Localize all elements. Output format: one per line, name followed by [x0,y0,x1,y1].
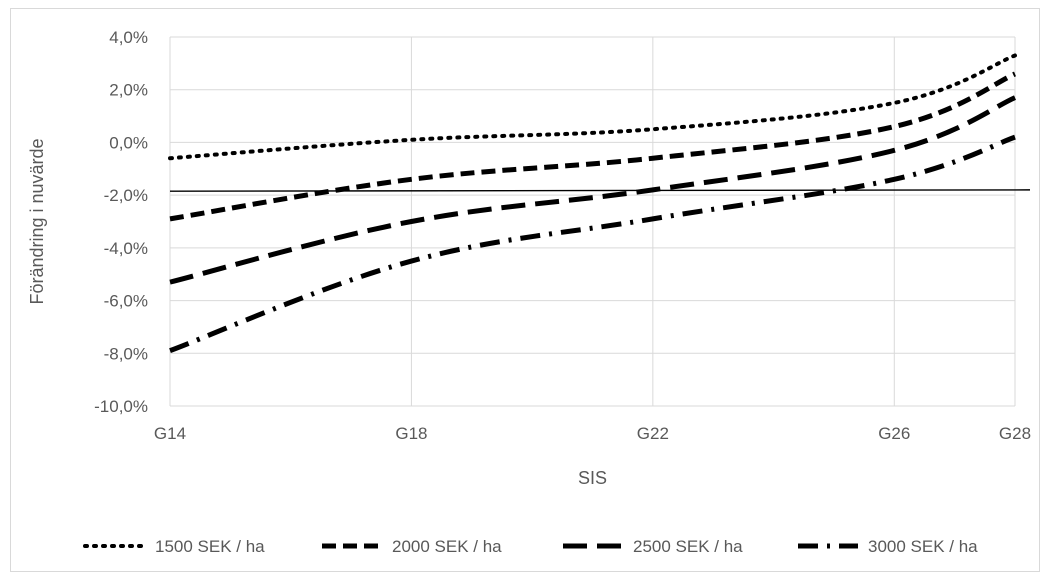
legend-label: 2000 SEK / ha [392,537,502,556]
x-tick-label: G26 [878,424,910,443]
legend-label: 2500 SEK / ha [633,537,743,556]
y-axis-title: Förändring i nuvärde [27,138,47,304]
x-tick-label: G28 [999,424,1031,443]
y-tick-label: 4,0% [109,28,148,47]
x-tick-label: G22 [637,424,669,443]
legend-label: 3000 SEK / ha [868,537,978,556]
y-tick-label: 2,0% [109,81,148,100]
x-tick-label: G14 [154,424,186,443]
y-tick-label: 0,0% [109,133,148,152]
y-tick-label: -4,0% [104,239,148,258]
series-line-1 [168,53,1017,161]
x-tick-label: G18 [395,424,427,443]
series-line-3 [169,95,1017,285]
y-tick-label: -6,0% [104,292,148,311]
series-line-2 [169,71,1017,222]
chart-area [10,8,1040,572]
y-tick-label: -10,0% [94,397,148,416]
y-tick-label: -8,0% [104,344,148,363]
x-axis-title: SIS [578,468,607,488]
y-tick-label: -2,0% [104,186,148,205]
legend-label: 1500 SEK / ha [155,537,265,556]
reference-line [169,189,1031,192]
series-line-4 [169,134,1016,353]
